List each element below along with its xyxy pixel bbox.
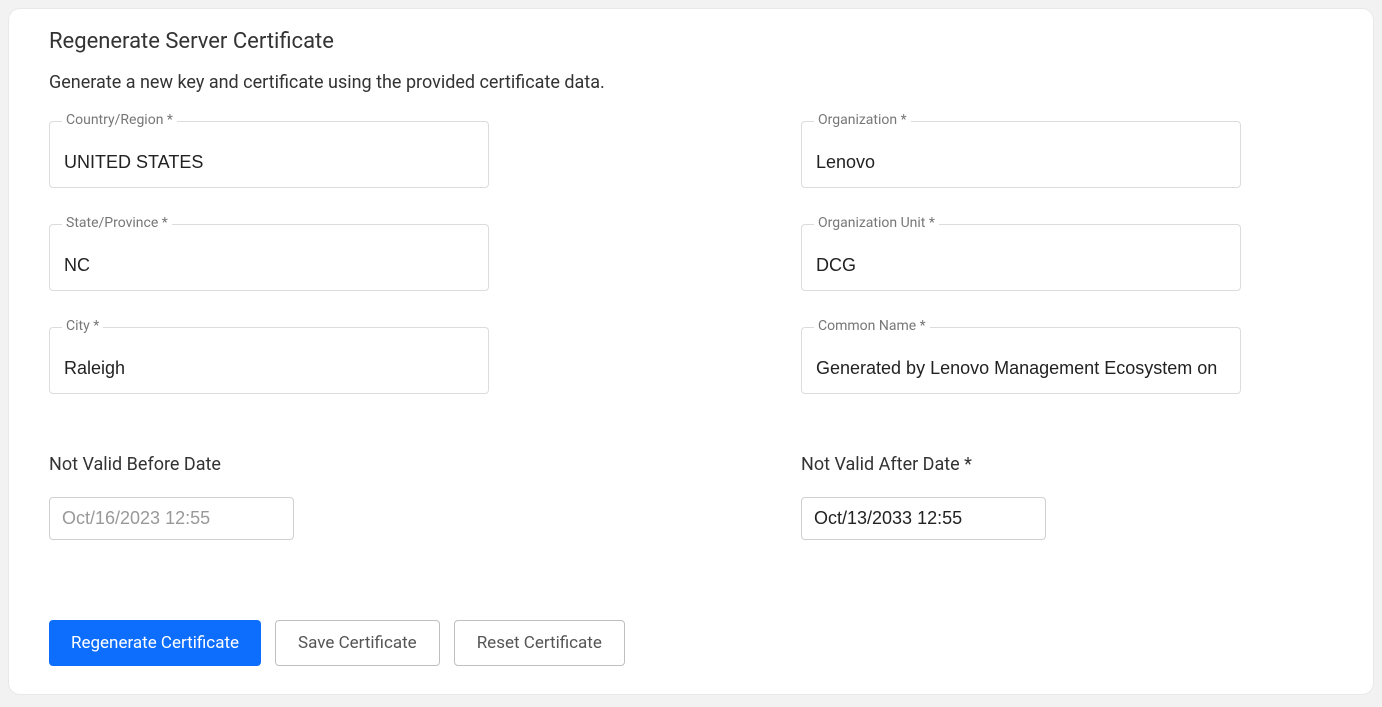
certificate-card: Regenerate Server Certificate Generate a… — [8, 8, 1374, 695]
not-after-section: Not Valid After Date * — [801, 454, 1333, 540]
common-name-field-wrapper: Common Name * — [801, 327, 1241, 394]
date-grid: Not Valid Before Date Not Valid After Da… — [49, 454, 1333, 540]
organization-label: Organization * — [814, 112, 911, 128]
not-before-label: Not Valid Before Date — [49, 454, 581, 475]
button-row: Regenerate Certificate Save Certificate … — [49, 620, 1333, 666]
country-field-wrapper: Country/Region * — [49, 121, 489, 188]
city-input[interactable] — [64, 358, 474, 379]
not-before-input[interactable] — [49, 497, 294, 540]
state-input[interactable] — [64, 255, 474, 276]
reset-button[interactable]: Reset Certificate — [454, 620, 625, 666]
page-subtitle: Generate a new key and certificate using… — [49, 72, 1333, 93]
org-unit-input[interactable] — [816, 255, 1226, 276]
city-label: City * — [62, 318, 103, 334]
country-input[interactable] — [64, 152, 474, 173]
state-label: State/Province * — [62, 215, 172, 231]
save-button[interactable]: Save Certificate — [275, 620, 440, 666]
country-label: Country/Region * — [62, 112, 177, 128]
common-name-input[interactable] — [816, 358, 1226, 379]
org-unit-field-wrapper: Organization Unit * — [801, 224, 1241, 291]
organization-input[interactable] — [816, 152, 1226, 173]
city-field-wrapper: City * — [49, 327, 489, 394]
page-title: Regenerate Server Certificate — [49, 29, 1333, 54]
not-after-label: Not Valid After Date * — [801, 454, 1333, 475]
org-unit-label: Organization Unit * — [814, 215, 939, 231]
form-grid: Country/Region * Organization * State/Pr… — [49, 121, 1333, 394]
state-field-wrapper: State/Province * — [49, 224, 489, 291]
common-name-label: Common Name * — [814, 318, 930, 334]
not-before-section: Not Valid Before Date — [49, 454, 581, 540]
not-after-input[interactable] — [801, 497, 1046, 540]
regenerate-button[interactable]: Regenerate Certificate — [49, 620, 261, 666]
organization-field-wrapper: Organization * — [801, 121, 1241, 188]
